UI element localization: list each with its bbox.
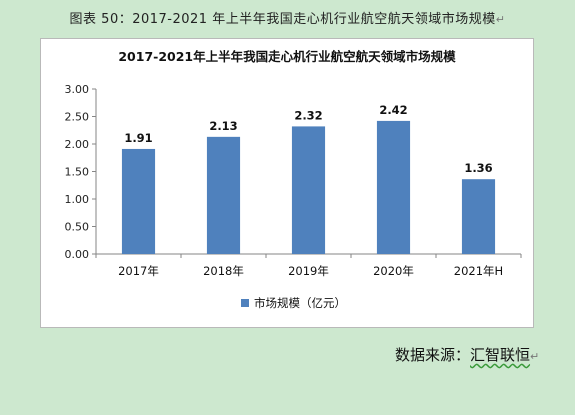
y-tick-label: 0.00: [65, 248, 90, 261]
x-tick-label: 2020年: [373, 264, 414, 278]
figure-caption: 图表 50：2017-2021 年上半年我国走心机行业航空航天领域市场规模↵: [0, 8, 575, 27]
y-tick-label: 2.50: [65, 111, 90, 124]
data-label: 1.36: [464, 161, 492, 175]
source-brand: 汇智联恒: [470, 346, 531, 364]
x-tick-label: 2018年: [203, 264, 244, 278]
bar: [461, 179, 496, 254]
chart-legend: 市场规模（亿元）: [241, 296, 346, 310]
y-tick-label: 0.50: [65, 221, 90, 234]
caption-text: 图表 50：2017-2021 年上半年我国走心机行业航空航天领域市场规模: [69, 12, 496, 27]
x-tick-label: 2017年: [118, 264, 159, 278]
data-label: 1.91: [124, 131, 152, 145]
legend-label: 市场规模（亿元）: [254, 296, 346, 310]
x-tick-label: 2019年: [288, 264, 329, 278]
bar: [206, 136, 241, 254]
bar: [376, 120, 411, 255]
y-tick-label: 1.00: [65, 193, 90, 206]
chart-frame: 2017-2021年上半年我国走心机行业航空航天领域市场规模 0.00 0.50 1…: [40, 38, 534, 328]
chart-axes: 0.00 0.50 1.00 1.50 2.00 2.50 3.00 2017年 2018年 20…: [65, 83, 522, 278]
paragraph-mark: ↵: [495, 13, 506, 26]
chart-title: 2017-2021年上半年我国走心机行业航空航天领域市场规模: [118, 49, 456, 64]
source-note: 数据来源：汇智联恒↵: [395, 344, 539, 365]
x-tick-label: 2021年H: [454, 264, 503, 278]
bar: [291, 126, 326, 254]
bar-chart: 2017-2021年上半年我国走心机行业航空航天领域市场规模 0.00 0.50 1…: [65, 49, 522, 310]
y-tick-label: 2.00: [65, 138, 90, 151]
data-label: 2.42: [379, 103, 407, 117]
chart-bars: 1.91 2.13 2.32 2.42 1.36: [121, 103, 496, 255]
source-label: 数据来源：: [395, 346, 471, 364]
y-tick-label: 3.00: [65, 83, 90, 96]
data-label: 2.13: [209, 119, 237, 133]
legend-swatch: [241, 299, 249, 307]
paragraph-mark: ↵: [530, 350, 540, 363]
bar: [121, 148, 156, 254]
data-label: 2.32: [294, 108, 322, 122]
y-tick-label: 1.50: [65, 166, 90, 179]
